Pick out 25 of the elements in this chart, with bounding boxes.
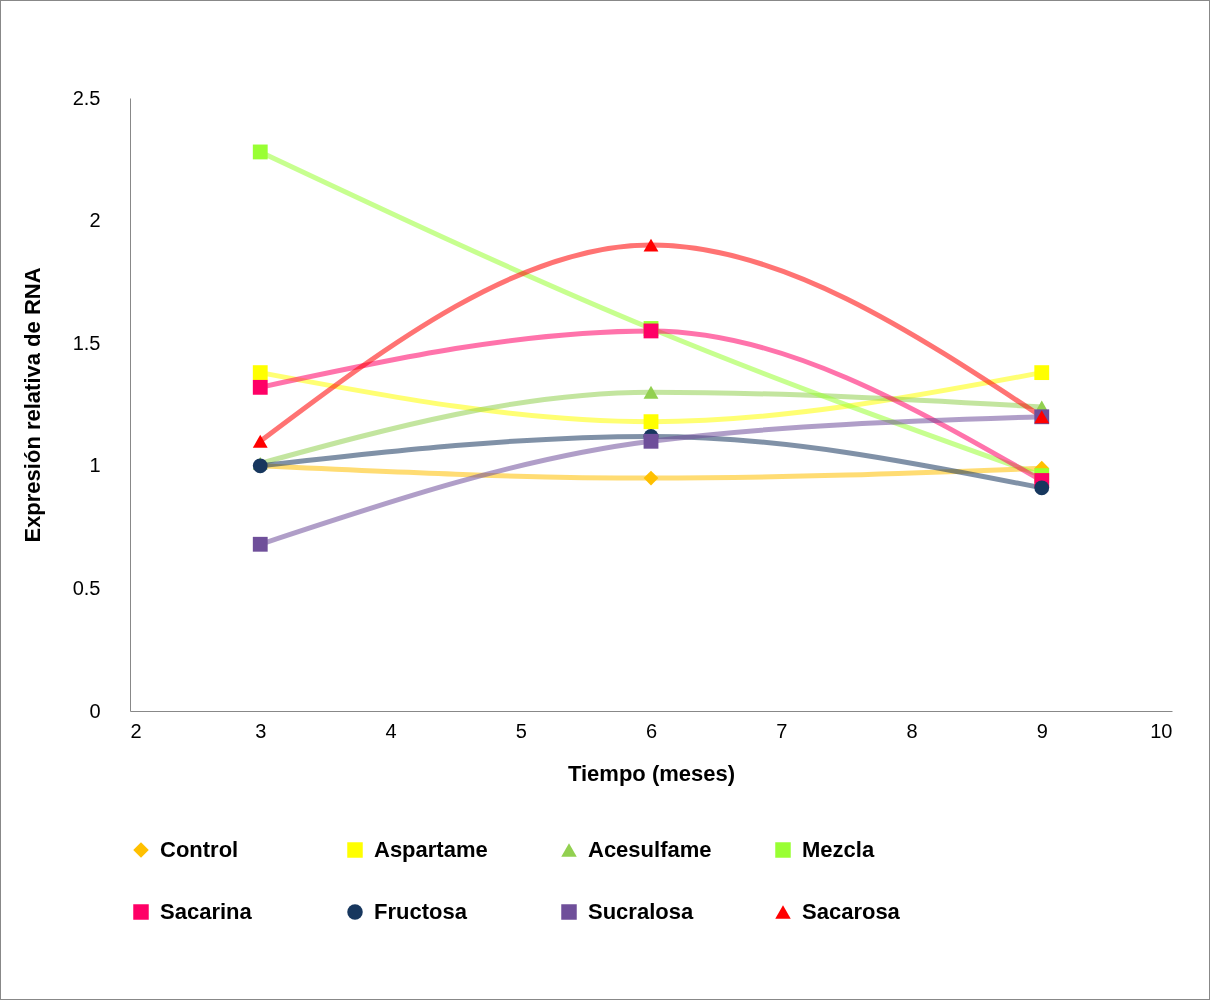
legend-label: Sacarina bbox=[160, 899, 253, 924]
x-tick-label: 6 bbox=[645, 719, 658, 742]
x-tick-label: 2 bbox=[130, 719, 142, 742]
legend-label: Sucralosa bbox=[588, 899, 694, 924]
x-tick-label: 10 bbox=[1150, 719, 1173, 742]
x-tick-label: 8 bbox=[906, 719, 918, 742]
legend-label: Aspartame bbox=[374, 837, 488, 862]
y-tick-label: 2 bbox=[89, 209, 101, 232]
y-axis-title: Expresión relativa de RNA bbox=[19, 267, 45, 543]
legend-label: Mezcla bbox=[802, 837, 875, 862]
x-tick-label: 5 bbox=[515, 719, 527, 742]
x-tick-label: 7 bbox=[776, 719, 788, 742]
y-tick-label: 2.5 bbox=[72, 86, 101, 109]
x-tick-label: 4 bbox=[385, 719, 397, 742]
legend-label: Control bbox=[160, 837, 239, 862]
legend-label: Acesulfame bbox=[588, 837, 712, 862]
x-axis-title: Tiempo (meses) bbox=[567, 760, 736, 786]
x-tick-label: 9 bbox=[1036, 719, 1048, 742]
x-tick-label: 3 bbox=[255, 719, 267, 742]
y-tick-label: 0 bbox=[89, 699, 101, 722]
y-tick-label: 1.5 bbox=[72, 331, 101, 354]
legend-label: Sacarosa bbox=[802, 899, 901, 924]
legend-label: Fructosa bbox=[374, 899, 468, 924]
y-tick-label: 0.5 bbox=[72, 576, 101, 599]
y-tick-label: 1 bbox=[89, 454, 101, 477]
